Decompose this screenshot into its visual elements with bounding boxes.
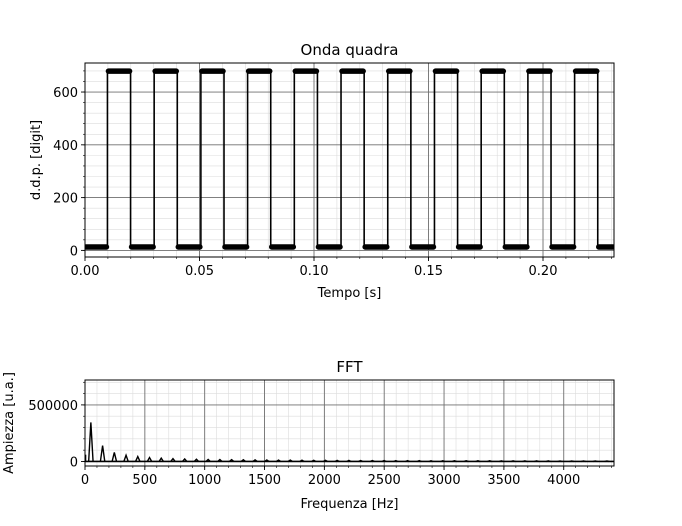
fft-peak [369, 459, 375, 463]
fft-peak [146, 456, 153, 462]
square-wave-xlabel: Tempo [s] [317, 286, 382, 301]
fft-peak [569, 460, 575, 463]
fft-chart: 0 500 1000 1500 2000 2500 3000 3500 40000500000 … [2, 358, 615, 512]
fft-peak [193, 458, 200, 462]
fft-peak [463, 460, 469, 463]
square-wave-title: Onda quadra [301, 41, 399, 59]
fft-peak [252, 459, 258, 463]
fft-ylabel: Ampiezza [u.a.] [2, 372, 17, 474]
fft-peak [416, 459, 422, 463]
fft-peak [205, 458, 211, 462]
fft-peak [534, 460, 539, 463]
square-wave-x-tick-label: 0.00 [71, 264, 100, 279]
fft-peak [487, 460, 493, 463]
fft-peak [275, 459, 282, 463]
square-wave-y-tick-label: 400 [53, 139, 78, 154]
fft-peak [475, 460, 481, 463]
fft-x-tick-label: 1500 [248, 473, 281, 488]
fft-title: FFT [336, 358, 363, 376]
fft-peak [228, 458, 235, 463]
fft-peak [393, 459, 399, 463]
fft-ticks: 0 500 1000 1500 2000 2500 3000 3500 4000 0 500000 [28, 381, 612, 488]
square-wave-axes-frame [84, 62, 615, 258]
square-wave-series [85, 68, 614, 250]
fft-peak [346, 459, 352, 463]
fft-peak [311, 459, 317, 463]
square-wave-x-tick-label: 0.05 [185, 264, 214, 279]
fft-peak [299, 459, 305, 463]
fft-peak [604, 460, 610, 463]
fft-peak [123, 453, 129, 462]
square-wave-ylabel: d.d.p. [digit] [29, 120, 44, 200]
fft-x-tick-label: 2000 [308, 473, 341, 488]
fft-x-tick-label: 4000 [547, 473, 580, 488]
fft-peak [545, 460, 551, 463]
fft-peak [217, 458, 223, 463]
fft-peak [498, 460, 504, 463]
fft-peak [322, 459, 328, 463]
fft-y-tick-label: 0 [70, 455, 78, 470]
square-wave-x-tick-label: 0.20 [529, 264, 558, 279]
fft-peak [111, 452, 118, 462]
fft-peak [381, 459, 387, 463]
fft-x-tick-label: 3000 [428, 473, 461, 488]
fft-peak [592, 460, 598, 463]
fft-peak [87, 422, 94, 462]
fft-xlabel: Frequenza [Hz] [301, 497, 399, 512]
fft-grid [84, 380, 614, 466]
square-wave-plot-area [85, 68, 614, 250]
square-wave-x-tick-label: 0.10 [300, 264, 329, 279]
fft-x-tick-label: 3500 [487, 473, 520, 488]
fft-peak [522, 460, 528, 463]
square-wave-y-tick-label: 600 [53, 86, 78, 101]
fft-x-tick-label: 2500 [368, 473, 401, 488]
fft-peak [581, 460, 586, 463]
square-wave-x-tick-label: 0.15 [414, 264, 443, 279]
fft-peak [170, 457, 176, 462]
fft-peak [510, 460, 516, 463]
fft-peak [358, 459, 364, 463]
fft-x-tick-label: 1000 [188, 473, 221, 488]
fft-peak [405, 459, 410, 463]
fft-peak [181, 457, 188, 462]
fft-x-tick-label: 500 [132, 473, 157, 488]
fft-peak [440, 459, 446, 463]
fft-peak [452, 459, 457, 463]
fft-peak [99, 445, 106, 462]
fft-peak [287, 459, 293, 463]
square-wave-chart: 0.00 0.05 0.10 0.15 0.20 0 200 400 600 Onda quad… [29, 41, 615, 301]
fft-peak [134, 454, 141, 462]
fft-peak [158, 456, 165, 462]
square-wave-y-tick-label: 0 [70, 244, 78, 259]
square-wave-y-tick-label: 200 [53, 192, 78, 207]
fft-axes-frame [84, 379, 615, 467]
fft-peak [334, 459, 340, 463]
fft-peak [557, 460, 563, 463]
fft-peak [428, 459, 434, 463]
square-wave-ticks: 0.00 0.05 0.10 0.15 0.20 0 200 400 600 [53, 70, 613, 279]
fft-peak [264, 459, 270, 463]
fft-x-tick-label: 0 [81, 473, 89, 488]
fft-y-tick-label: 500000 [28, 399, 78, 414]
fft-peak [240, 458, 246, 463]
